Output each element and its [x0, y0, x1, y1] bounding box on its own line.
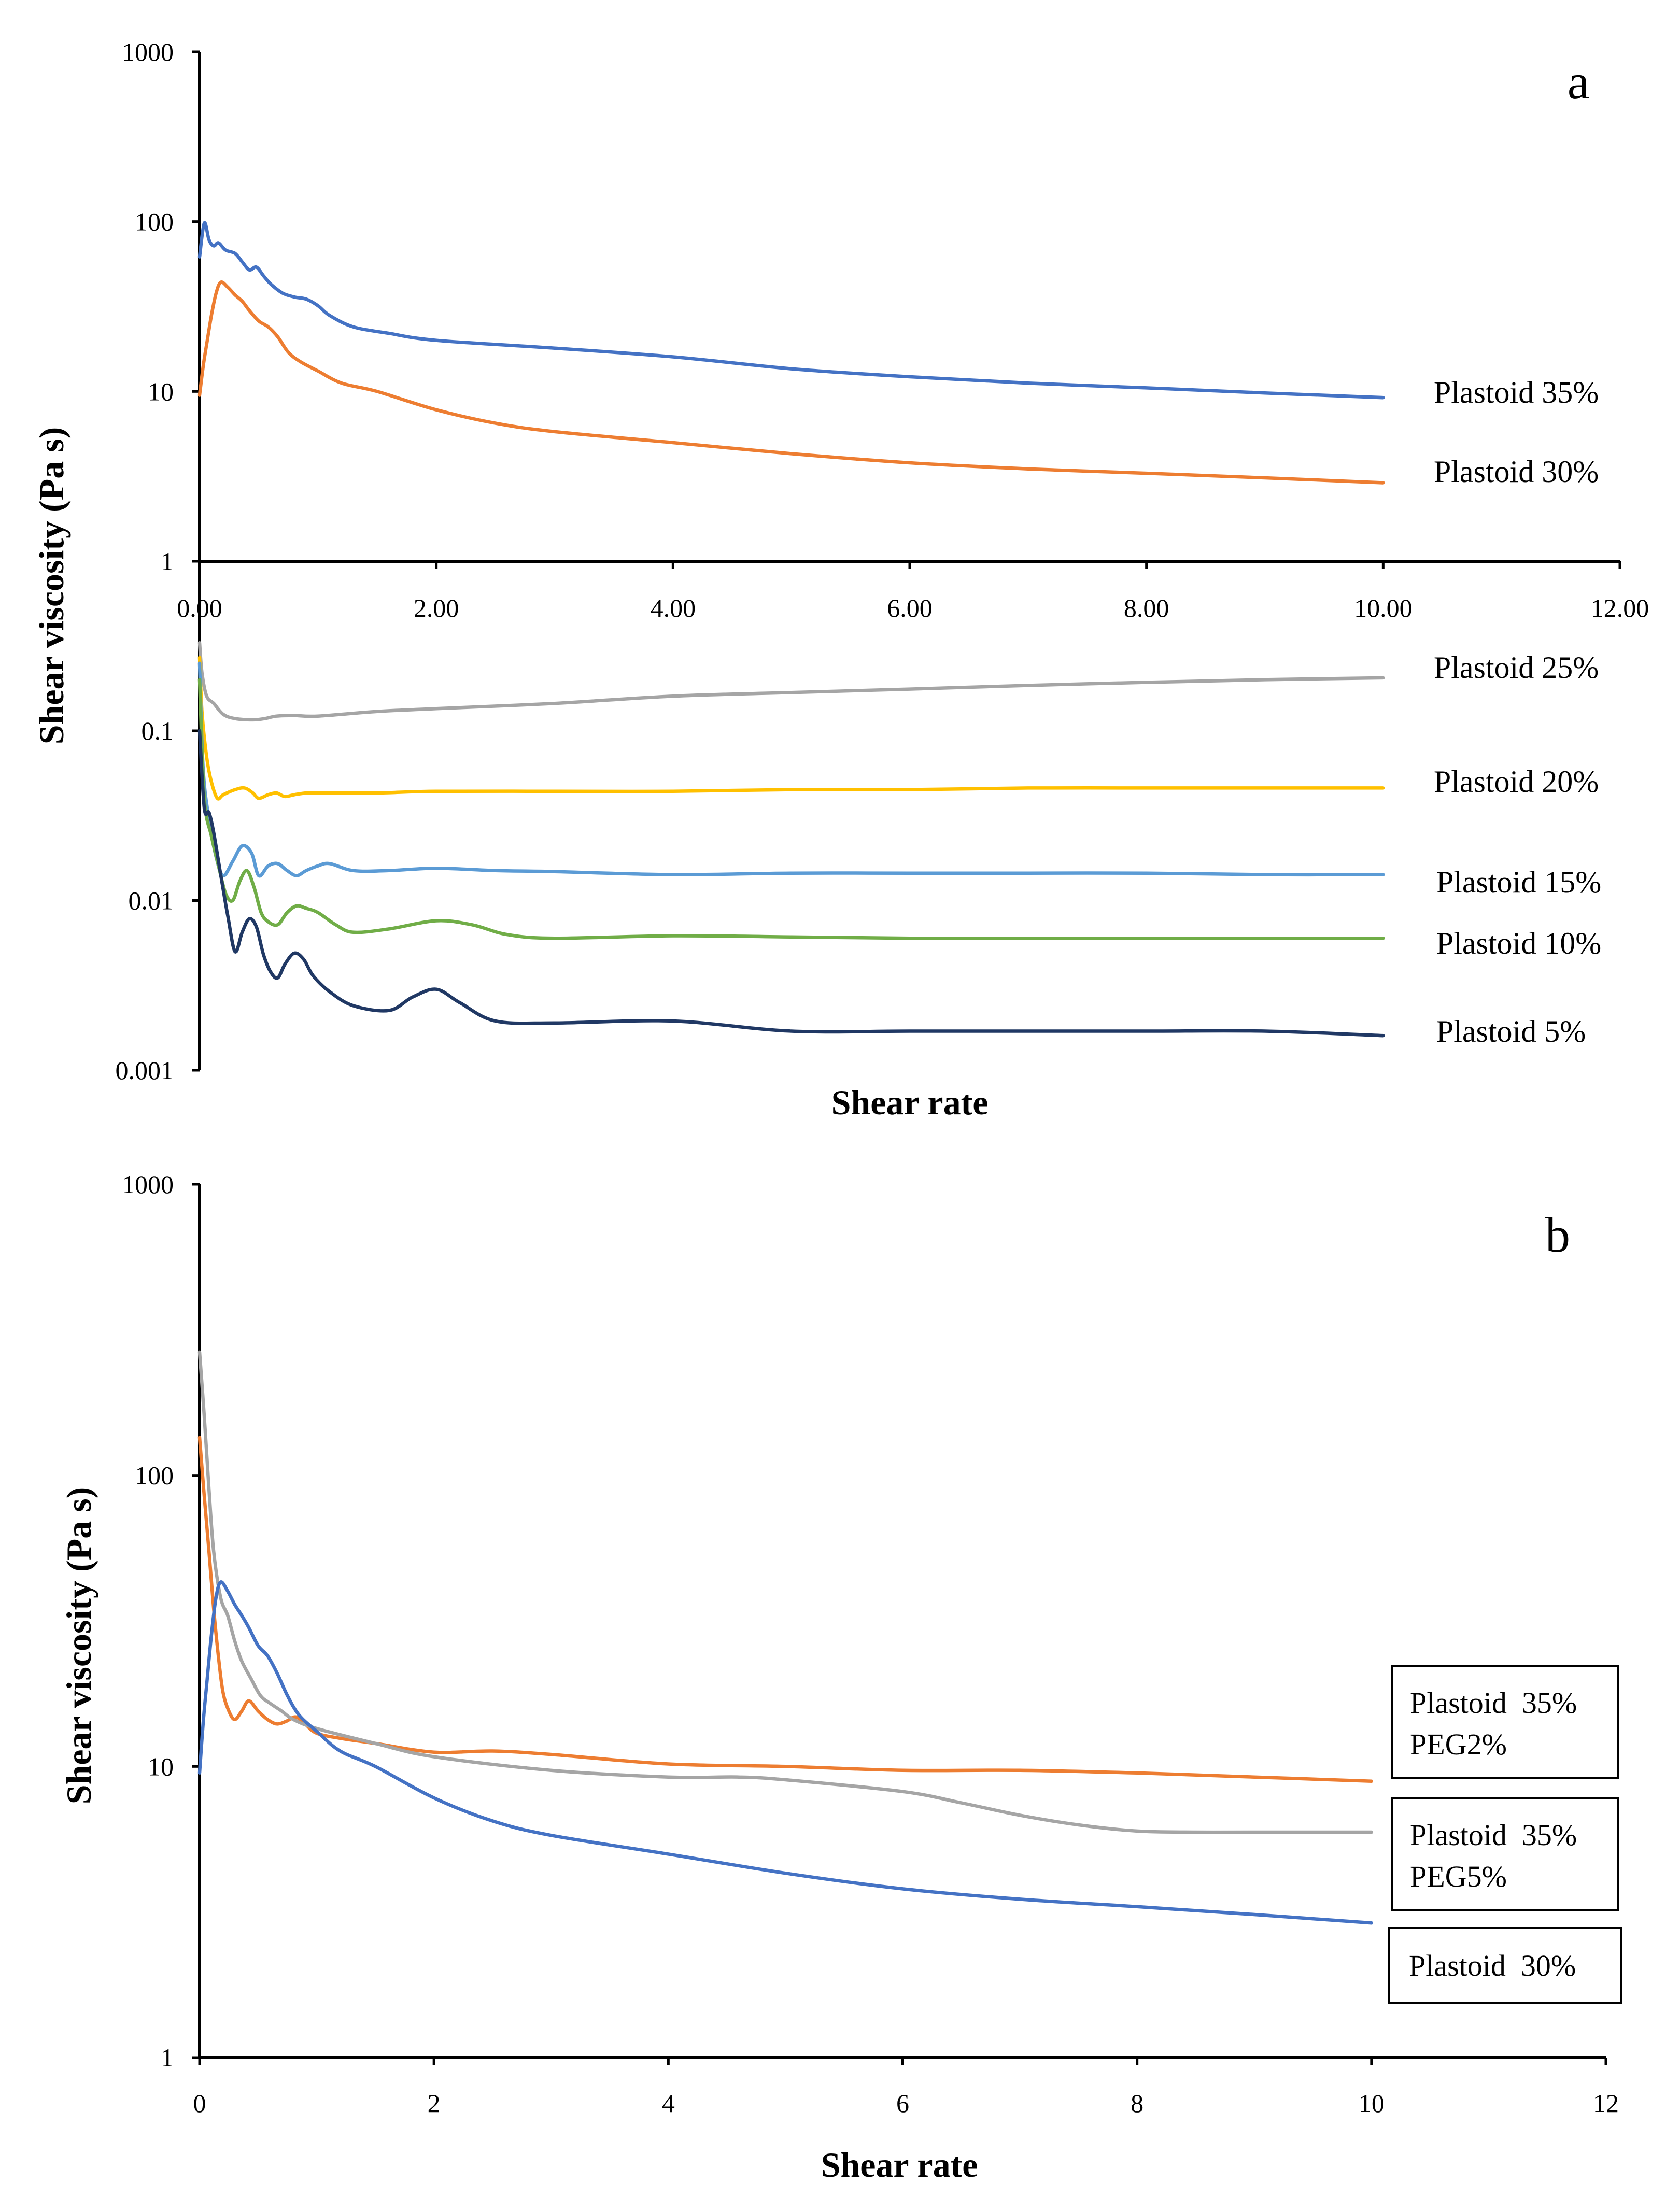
panel-a-y-tick-label: 1 — [161, 547, 174, 576]
panel-b-y-tick-label: 10 — [148, 1752, 174, 1781]
panel-b-series — [197, 1350, 1374, 1925]
series-line-plastoid-25 — [197, 641, 1385, 722]
panel-b-letter: b — [1545, 1207, 1570, 1263]
panel-b-x-tick-label: 12 — [1593, 2089, 1619, 2118]
panel-b-x-axis-title: Shear rate — [821, 2145, 978, 2185]
panel-a-y-axis-title: Shear viscosity (Pa s) — [32, 427, 71, 745]
series-line-plastoid-30 — [197, 280, 1385, 485]
panel-a-y-ticks-lower: 0.001 0.01 0.1 — [116, 716, 200, 1085]
legend-box-plastoid35-peg2: Plastoid 35% PEG2% — [1391, 1665, 1619, 1779]
panel-a-x-tick-label: 6.00 — [887, 593, 933, 622]
panel-a-y-ticks-upper: 1 10 100 1000 — [122, 37, 200, 576]
legend-box-plastoid30: Plastoid 30% — [1388, 1927, 1622, 2004]
panel-a-y-tick-label: 0.001 — [116, 1056, 174, 1085]
label-plastoid-5: Plastoid 5% — [1436, 1014, 1586, 1048]
panel-a-x-tick-label: 10.00 — [1354, 593, 1413, 622]
panel-a-y-tick-label: 1000 — [122, 37, 174, 66]
panel-a-x-tick-label: 4.00 — [651, 593, 696, 622]
panel-a-x-ticks: 0.00 2.00 4.00 6.00 8.00 10.00 12.00 — [177, 561, 1649, 622]
panel-b-y-tick-label: 1 — [161, 2043, 174, 2072]
panel-b-x-ticks: 0 2 4 6 8 10 12 — [193, 2058, 1619, 2118]
legend-box-plastoid35-peg5: Plastoid 35% PEG5% — [1391, 1797, 1619, 1911]
panel-b-x-tick-label: 10 — [1359, 2089, 1385, 2118]
panel-a-x-tick-label: 8.00 — [1124, 593, 1169, 622]
series-line-plastoid-20 — [197, 656, 1385, 801]
series-line-plastoid-35-peg5 — [197, 1350, 1374, 1834]
series-line-plastoid-10 — [197, 678, 1385, 940]
legend-2-line2: PEG5% — [1410, 1860, 1507, 1893]
series-line-plastoid-15 — [197, 661, 1385, 878]
legend-1-line2: PEG2% — [1410, 1727, 1507, 1761]
panel-a-x-tick-label: 0.00 — [177, 593, 222, 622]
series-line-plastoid-30 — [197, 1580, 1374, 1925]
panel-a-y-tick-label: 0.1 — [142, 716, 174, 745]
panel-b-x-tick-label: 6 — [896, 2089, 909, 2118]
panel-a-chart: a Shear viscosity (Pa s) Shear rate 1101… — [32, 37, 1649, 1122]
panel-b-x-tick-label: 2 — [428, 2089, 441, 2118]
panel-b-y-tick-label: 1000 — [122, 1170, 174, 1199]
legend-3-line1: Plastoid 30% — [1409, 1949, 1576, 1982]
label-plastoid-15: Plastoid 15% — [1436, 865, 1601, 899]
panel-a-x-axis-title: Shear rate — [831, 1083, 989, 1122]
panel-b-chart: b Shear viscosity (Pa s) Shear rate 1101… — [59, 1170, 1622, 2185]
panel-b-x-tick-label: 4 — [662, 2089, 675, 2118]
panel-a-series — [197, 221, 1385, 1038]
label-plastoid-25: Plastoid 25% — [1434, 650, 1599, 685]
label-plastoid-35: Plastoid 35% — [1434, 375, 1599, 409]
panel-a-y-tick-label: 100 — [135, 207, 174, 236]
series-line-plastoid-35 — [197, 221, 1385, 400]
panel-a-x-tick-label: 12.00 — [1591, 593, 1649, 622]
label-plastoid-10: Plastoid 10% — [1436, 926, 1601, 960]
panel-a-y-tick-label: 10 — [148, 377, 174, 406]
panel-a-y-tick-label: 0.01 — [129, 886, 174, 915]
label-plastoid-20: Plastoid 20% — [1434, 764, 1599, 799]
panel-a-x-tick-label: 2.00 — [414, 593, 459, 622]
series-line-plastoid-5 — [197, 729, 1385, 1038]
panel-b-y-axis-title: Shear viscosity (Pa s) — [59, 1487, 98, 1805]
panel-b-x-tick-label: 8 — [1131, 2089, 1143, 2118]
label-plastoid-30: Plastoid 30% — [1434, 455, 1599, 489]
panel-b-y-ticks: 1 10 100 1000 — [122, 1170, 200, 2072]
legend-2-line1: Plastoid 35% — [1410, 1818, 1577, 1852]
legend-1-line1: Plastoid 35% — [1410, 1686, 1577, 1720]
panel-b-x-tick-label: 0 — [193, 2089, 206, 2118]
panel-a-letter: a — [1568, 54, 1590, 109]
panel-b-y-tick-label: 100 — [135, 1461, 174, 1490]
series-line-plastoid-35-peg2 — [197, 1436, 1374, 1783]
